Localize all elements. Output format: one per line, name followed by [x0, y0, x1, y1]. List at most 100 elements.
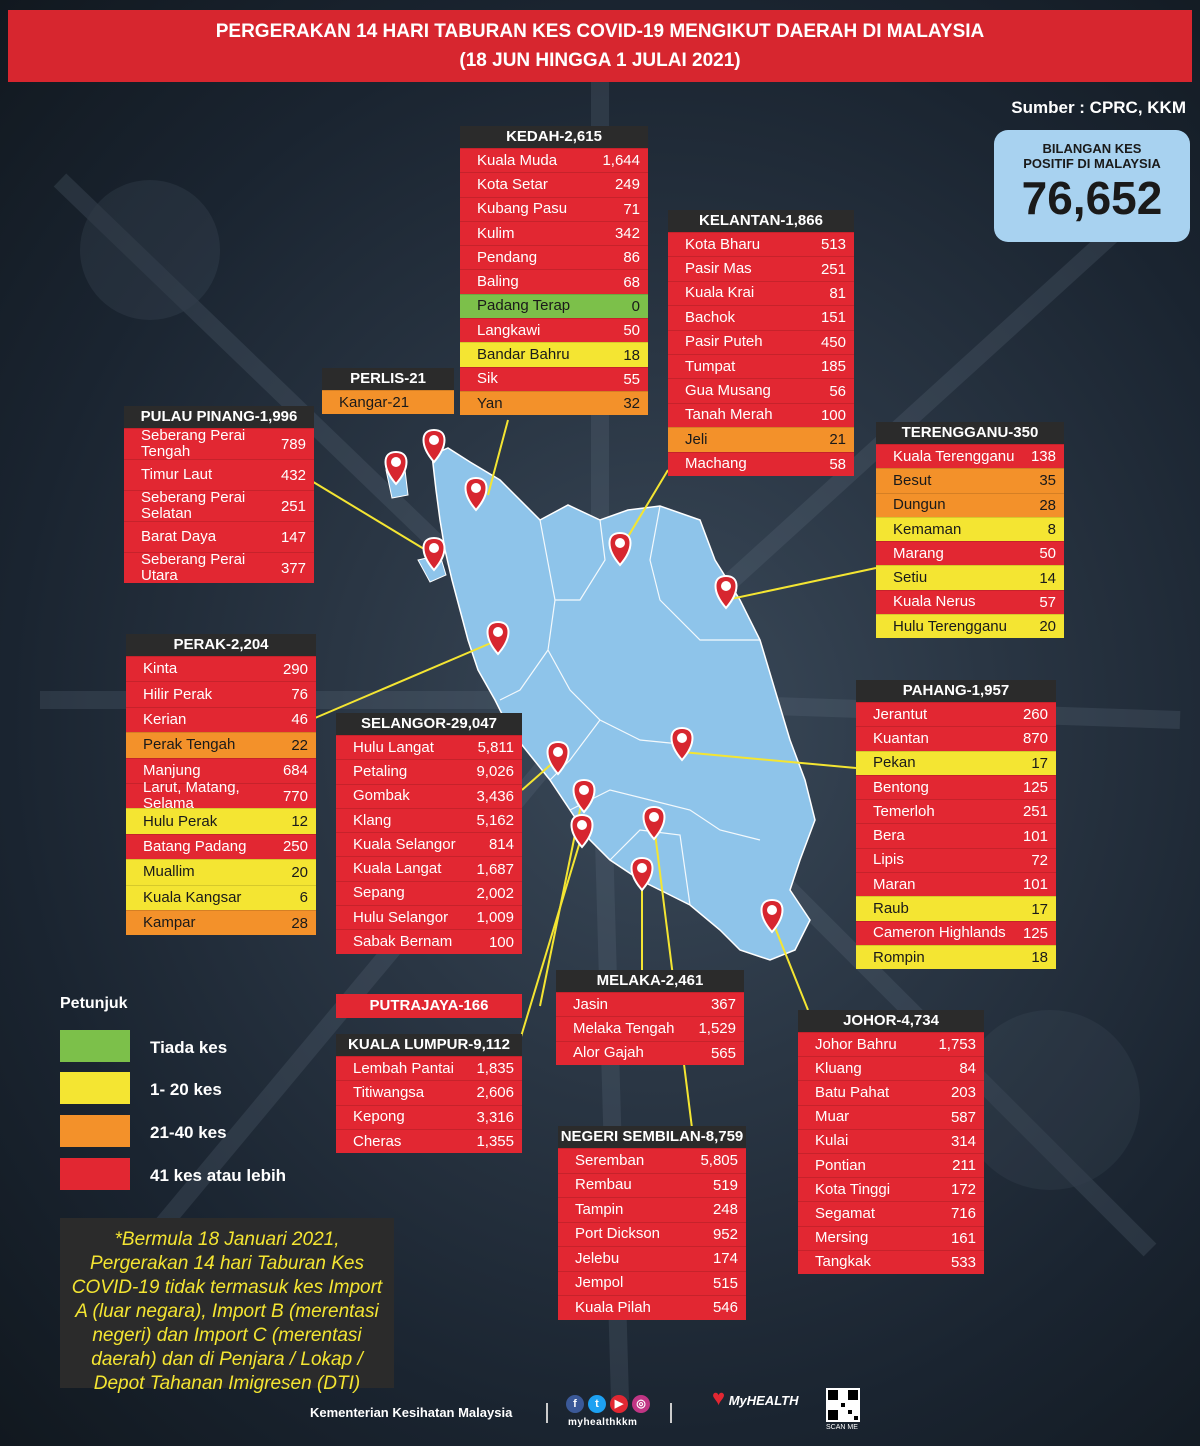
district-name: Kangar-21: [339, 393, 410, 411]
district-cases: 50: [1039, 545, 1056, 563]
district-row: Langkawi 50: [460, 318, 648, 343]
district-name: Kuala Langat: [353, 860, 442, 878]
district-row: Kuala Langat 1,687: [336, 856, 522, 881]
district-name: Kluang: [815, 1059, 862, 1077]
district-name: Kemaman: [893, 520, 962, 538]
district-cases: 5,162: [476, 812, 514, 830]
location-pins: [384, 428, 784, 934]
pin-icon: [760, 898, 784, 934]
district-cases: 450: [820, 333, 846, 351]
district-cases: 71: [623, 200, 640, 218]
district-cases: 68: [623, 273, 640, 291]
district-name: Besut: [893, 471, 932, 489]
district-name: Alor Gajah: [573, 1044, 644, 1062]
district-cases: 56: [829, 382, 846, 400]
district-name: Seberang Perai Selatan: [141, 489, 246, 522]
district-cases: 248: [712, 1201, 738, 1219]
district-cases: 55: [623, 370, 640, 388]
district-cases: 161: [950, 1229, 976, 1247]
district-name: Pasir Puteh: [685, 333, 763, 351]
pin-icon: [486, 620, 510, 656]
district-row: Pasir Puteh 450: [668, 329, 854, 354]
district-name: Kinta: [143, 660, 178, 678]
district-row: Hilir Perak 76: [126, 681, 316, 707]
district-cases: 519: [712, 1176, 738, 1194]
district-cases: 3,436: [476, 787, 514, 805]
district-cases: 342: [614, 225, 640, 243]
district-cases: 203: [950, 1084, 976, 1102]
district-cases: 1,753: [938, 1036, 976, 1054]
district-row: Maran 101: [856, 872, 1056, 897]
district-cases: 32: [623, 395, 640, 413]
district-name: Gombak: [353, 787, 410, 805]
district-cases: 101: [1022, 876, 1048, 894]
legend-label-low: 1- 20 kes: [150, 1080, 222, 1099]
youtube-icon[interactable]: ▶: [610, 1395, 628, 1413]
pin-icon: [670, 726, 694, 762]
district-row: Kuala Nerus 57: [876, 589, 1064, 615]
district-cases: 870: [1022, 730, 1048, 748]
district-name: Kubang Pasu: [477, 200, 568, 218]
district-name: Tangkak: [815, 1253, 871, 1271]
district-cases: 72: [1031, 851, 1048, 869]
district-name: Dungun: [893, 496, 946, 514]
district-row: Tumpat 185: [668, 353, 854, 379]
district-row: Bandar Bahru 18: [460, 342, 648, 367]
total-label-line1: BILANGAN KES: [1042, 141, 1142, 156]
district-row: Kuala Krai 81: [668, 280, 854, 306]
total-value: 76,652: [1021, 172, 1163, 224]
district-cases: 17: [1031, 900, 1048, 918]
district-cases: 3,316: [476, 1108, 514, 1126]
district-row: Sabak Bernam 100: [336, 929, 522, 954]
heart-icon: ♥: [712, 1385, 726, 1410]
district-cases: 952: [712, 1225, 738, 1243]
panel-title: PERAK-2,204: [126, 634, 316, 656]
panel-title: PAHANG-1,957: [856, 680, 1056, 702]
district-cases: 185: [820, 358, 846, 376]
district-row: Kota Bharu 513: [668, 232, 854, 257]
district-cases: 1,644: [602, 152, 640, 170]
panel-melaka: MELAKA-2,461 Jasin 367 Melaka Tengah 1,529 A…: [556, 970, 744, 1065]
district-row: Tampin 248: [558, 1197, 746, 1222]
district-cases: 513: [820, 236, 846, 254]
district-name: Setiu: [893, 569, 928, 587]
facebook-icon[interactable]: f: [566, 1395, 584, 1413]
twitter-icon[interactable]: t: [588, 1395, 606, 1413]
district-row: Port Dickson 952: [558, 1221, 746, 1246]
district-name: Seremban: [575, 1151, 645, 1169]
myhealth-logo: ♥ MyHEALTH: [712, 1385, 799, 1411]
district-row: Kuala Pilah 546: [558, 1295, 746, 1320]
district-name: Padang Terap: [477, 297, 571, 315]
instagram-icon[interactable]: ◎: [632, 1395, 650, 1413]
district-row: Hulu Perak 12: [126, 808, 316, 834]
district-name: Sepang: [353, 884, 405, 902]
legend-title: Petunjuk: [60, 995, 128, 1012]
legend-label-high: 41 kes atau lebih: [150, 1166, 287, 1185]
title-banner: PERGERAKAN 14 HARI TABURAN KES COVID-19 …: [8, 10, 1192, 82]
district-name: Kota Bharu: [685, 235, 761, 253]
district-row: Seremban 5,805: [558, 1148, 746, 1173]
district-name: Kulim: [477, 224, 515, 242]
district-name: Cheras: [353, 1132, 402, 1150]
legend-label-mid: 21-40 kes: [150, 1123, 227, 1142]
qr-code-icon[interactable]: [826, 1388, 860, 1422]
district-row: Padang Terap 0: [460, 293, 648, 319]
panel-pahang: PAHANG-1,957 Jerantut 260 Kuantan 870 Pekan 1…: [856, 680, 1056, 970]
district-row: Lipis 72: [856, 847, 1056, 873]
district-name: Kepong: [353, 1108, 405, 1126]
district-cases: 260: [1022, 706, 1048, 724]
district-cases: 57: [1039, 593, 1056, 611]
ministry-name: Kementerian Kesihatan Malaysia: [310, 1405, 513, 1420]
district-name: Lembah Pantai: [353, 1059, 454, 1077]
footnote: *Bermula 18 Januari 2021, Pergerakan 14 …: [60, 1218, 394, 1394]
legend-swatch-low: [60, 1072, 130, 1104]
district-name: Yan: [477, 394, 503, 412]
district-name: Mersing: [815, 1229, 869, 1247]
district-cases: 46: [291, 711, 308, 729]
total-cases-box: BILANGAN KES POSITIF DI MALAYSIA 76,652: [994, 130, 1190, 242]
district-row: Jelebu 174: [558, 1246, 746, 1271]
legend-label-none: Tiada kes: [150, 1038, 228, 1057]
district-row: Seberang Perai Selatan 251: [124, 489, 314, 522]
district-name: Bera: [873, 827, 905, 845]
district-row: Temerloh 251: [856, 799, 1056, 824]
